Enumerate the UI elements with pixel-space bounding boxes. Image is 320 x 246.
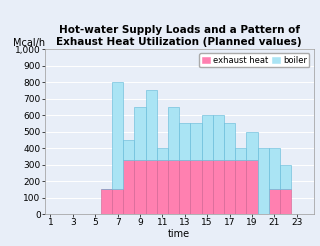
Bar <box>269 189 280 214</box>
Bar <box>112 82 123 189</box>
Bar <box>190 123 202 160</box>
Bar <box>112 189 123 214</box>
Bar <box>213 160 224 214</box>
Bar <box>123 140 134 160</box>
Bar <box>280 189 291 214</box>
Bar <box>190 160 202 214</box>
Bar <box>280 165 291 189</box>
Bar <box>123 160 134 214</box>
Bar <box>224 123 235 160</box>
Bar <box>202 160 213 214</box>
Bar <box>235 148 246 160</box>
Bar <box>134 107 146 160</box>
Bar <box>258 148 269 214</box>
Bar <box>235 160 246 214</box>
X-axis label: time: time <box>168 229 190 239</box>
Bar <box>168 107 179 160</box>
Bar <box>224 160 235 214</box>
Bar <box>134 160 146 214</box>
Bar <box>202 115 213 160</box>
Bar <box>246 132 258 160</box>
Text: Mcal/h: Mcal/h <box>12 38 45 47</box>
Bar <box>157 160 168 214</box>
Title: Hot-water Supply Loads and a Pattern of
Exhaust Heat Utilization (Planned values: Hot-water Supply Loads and a Pattern of … <box>56 25 302 47</box>
Bar <box>146 90 157 160</box>
Bar <box>179 160 190 214</box>
Bar <box>246 160 258 214</box>
Bar <box>146 160 157 214</box>
Bar <box>168 160 179 214</box>
Legend: exhaust heat, boiler: exhaust heat, boiler <box>199 53 309 67</box>
Bar <box>157 148 168 160</box>
Bar <box>179 123 190 160</box>
Bar <box>213 115 224 160</box>
Bar <box>101 189 112 214</box>
Bar <box>269 148 280 189</box>
